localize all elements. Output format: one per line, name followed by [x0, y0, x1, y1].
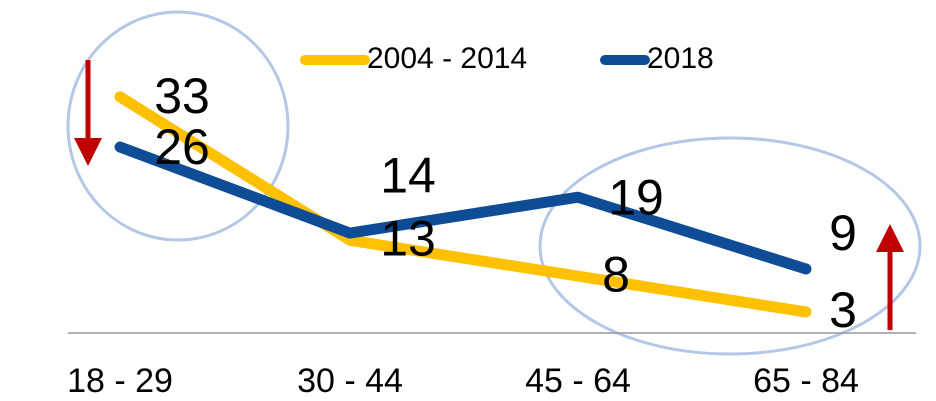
series-line	[114, 141, 812, 275]
x-tick-label: 30 - 44	[297, 362, 403, 400]
data-label: 13	[380, 210, 436, 266]
series-line	[114, 91, 812, 318]
legend-label: 2018	[647, 42, 714, 75]
legend-label: 2004 - 2014	[367, 42, 527, 75]
x-tick-label: 65 - 84	[753, 362, 859, 400]
data-label: 3	[829, 282, 857, 338]
data-label: 33	[154, 68, 210, 124]
x-tick-label: 45 - 64	[525, 362, 631, 400]
data-label: 8	[602, 246, 630, 302]
arrow-down	[74, 60, 102, 166]
data-label: 14	[380, 147, 436, 203]
highlight-circle	[66, 10, 290, 242]
arrow-up	[876, 224, 904, 330]
data-label: 9	[829, 205, 857, 261]
data-label: 19	[608, 169, 664, 225]
data-label: 26	[154, 119, 210, 175]
x-tick-label: 18 - 29	[67, 362, 173, 400]
highlight-circle	[538, 136, 922, 356]
